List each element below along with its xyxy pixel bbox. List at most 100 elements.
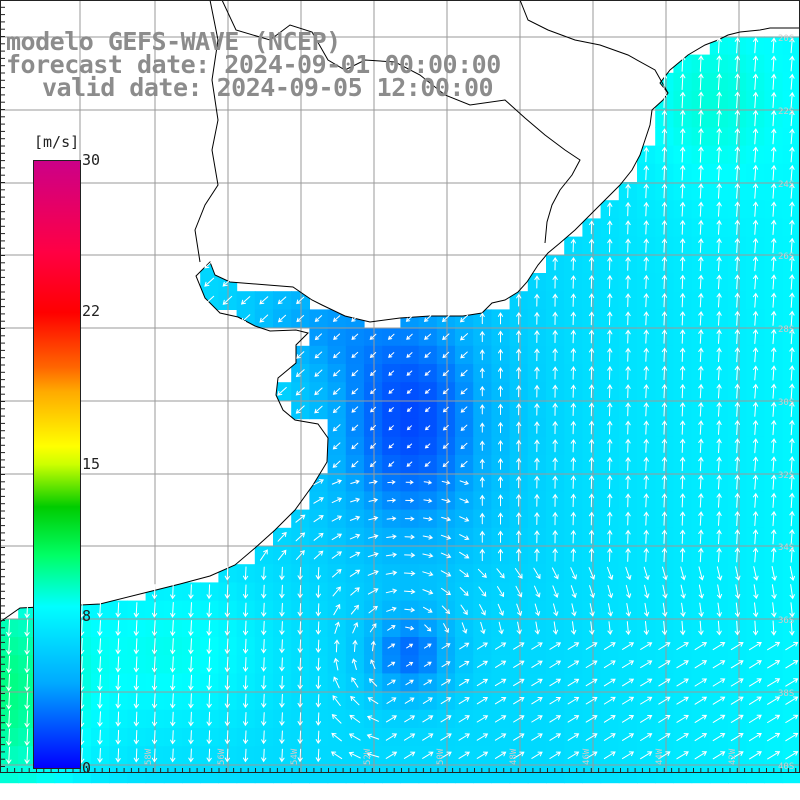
wind-arrow: [458, 697, 470, 705]
wind-arrow: [6, 728, 12, 747]
wind-arrow: [242, 566, 249, 581]
wind-arrow: [387, 643, 396, 649]
wind-arrow: [534, 275, 540, 289]
wind-arrow: [661, 183, 668, 199]
wind-arrow: [534, 311, 540, 325]
wind-arrow: [314, 333, 322, 341]
wind-arrow: [567, 715, 580, 723]
wind-arrow: [534, 293, 540, 307]
wind-arrow: [513, 697, 525, 705]
wind-arrow: [771, 91, 777, 108]
wind-arrow: [279, 639, 285, 654]
speed-cell: [600, 764, 620, 784]
wind-arrow: [516, 311, 522, 325]
wind-arrow: [279, 584, 285, 599]
wind-arrow: [422, 553, 434, 558]
wind-arrow: [388, 425, 394, 431]
wind-arrow: [588, 529, 595, 544]
wind-arrow: [313, 497, 324, 504]
wind-arrow: [661, 128, 668, 145]
wind-arrow: [476, 715, 489, 723]
speed-cell: [364, 764, 383, 784]
wind-arrow: [716, 91, 722, 109]
wind-arrow: [785, 660, 799, 669]
wind-arrow: [694, 678, 708, 687]
wind-arrow: [133, 620, 139, 637]
wind-arrow: [680, 109, 686, 127]
wind-arrow: [643, 402, 649, 417]
wind-arrow: [424, 643, 432, 649]
wind-arrow: [752, 146, 759, 163]
wind-arrow: [385, 751, 398, 759]
wind-arrow: [643, 511, 649, 526]
wind-arrow: [607, 384, 613, 399]
wind-arrow: [242, 584, 249, 599]
wind-arrow: [406, 443, 413, 449]
wind-arrow: [440, 715, 452, 723]
wind-arrow: [603, 696, 616, 705]
speed-cell: [637, 764, 656, 784]
wind-arrow: [771, 547, 777, 563]
wind-arrow: [549, 751, 562, 759]
wind-arrow: [367, 588, 379, 595]
wind-arrow: [297, 585, 303, 599]
wind-arrow: [115, 729, 121, 745]
wind-arrow: [640, 715, 653, 723]
wind-arrow: [585, 751, 598, 759]
wind-arrow: [716, 547, 722, 563]
wind-arrow: [333, 603, 341, 616]
wind-arrow: [97, 711, 103, 727]
wind-arrow: [6, 619, 12, 637]
wind-arrow: [442, 443, 449, 449]
wind-arrow: [734, 91, 740, 109]
wind-arrow: [297, 621, 303, 636]
wind-arrow: [133, 602, 139, 618]
speed-cell: [491, 764, 511, 784]
wind-arrow: [716, 292, 722, 308]
wind-arrow: [513, 660, 525, 668]
wind-arrow: [785, 678, 799, 687]
wind-arrow: [570, 402, 576, 416]
wind-arrow: [441, 679, 451, 686]
wind-arrow: [680, 183, 686, 199]
wind-arrow: [403, 589, 416, 595]
speed-cell: [72, 764, 92, 784]
wind-arrow: [151, 674, 158, 691]
wind-arrow: [479, 512, 485, 525]
wind-arrow: [603, 751, 616, 760]
wind-arrow: [716, 274, 722, 290]
wind-arrow: [348, 733, 361, 741]
title-forecast-date: forecast date: 2024-09-01 00:00:00: [6, 50, 501, 79]
wind-arrow: [789, 237, 795, 254]
wind-arrow: [351, 424, 359, 431]
wind-arrow: [368, 479, 378, 485]
speed-cell: [163, 764, 183, 784]
wind-arrow: [440, 733, 452, 741]
wind-arrow: [459, 333, 468, 341]
wind-arrow: [513, 733, 525, 741]
wind-arrow: [661, 73, 668, 90]
wind-arrow: [479, 312, 485, 325]
wind-arrow: [534, 548, 540, 562]
wind-arrow: [259, 314, 269, 323]
wind-arrow: [607, 402, 613, 417]
wind-arrow: [734, 256, 740, 272]
wind-arrow: [698, 73, 704, 91]
wind-arrow: [716, 183, 722, 199]
wind-arrow: [588, 329, 595, 344]
wind-arrow: [460, 424, 468, 431]
lat-label: 20S: [778, 34, 794, 44]
wind-arrow: [680, 383, 686, 399]
wind-arrow: [607, 202, 613, 217]
wind-arrow: [552, 511, 558, 526]
wind-arrow: [625, 511, 631, 526]
wind-arrow: [661, 292, 668, 308]
speed-cell: [400, 764, 420, 784]
speed-cell: [145, 764, 165, 784]
wind-arrow: [789, 183, 795, 199]
wind-arrow: [752, 219, 759, 235]
wind-arrow: [570, 511, 576, 526]
wind-arrow: [588, 347, 595, 362]
wind-arrow: [752, 328, 759, 344]
speed-cell: [127, 764, 147, 784]
